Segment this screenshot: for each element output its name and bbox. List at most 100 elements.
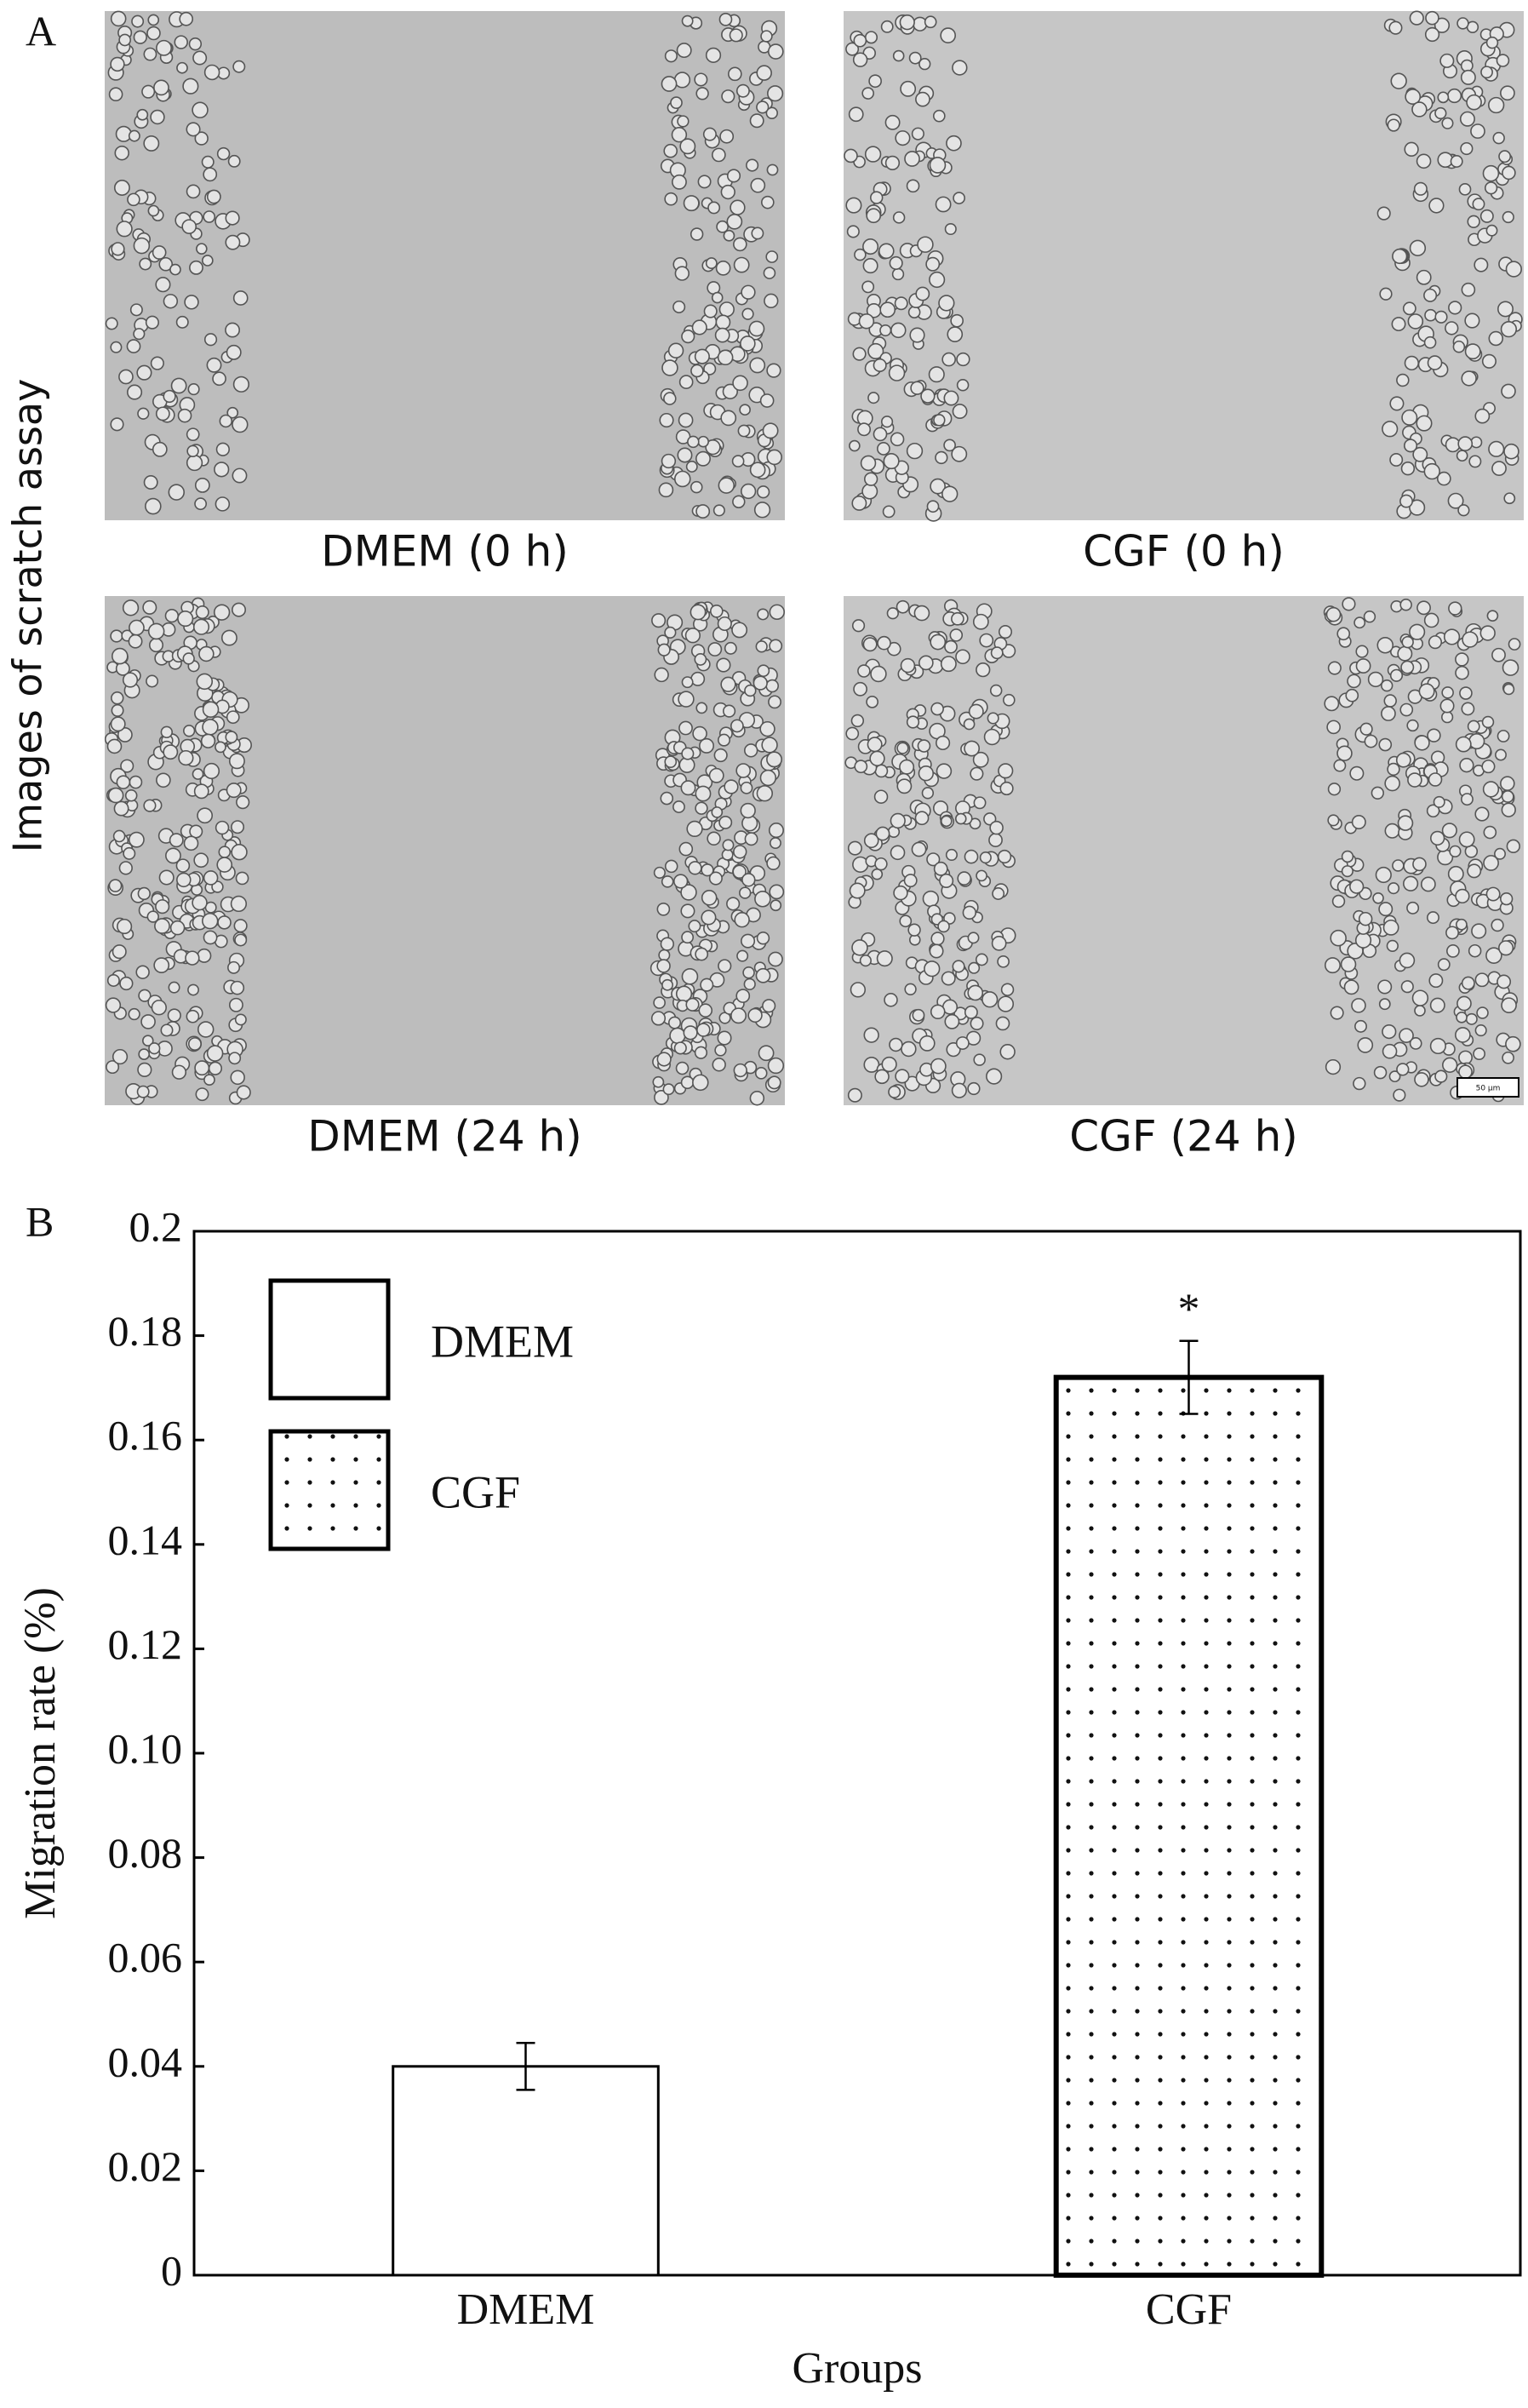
- cell: [678, 841, 694, 857]
- cell: [1418, 683, 1435, 700]
- cell: [714, 1044, 727, 1057]
- cell: [234, 933, 248, 947]
- y-tick-label: 0.10: [108, 1724, 183, 1772]
- cell: [227, 960, 241, 974]
- cell: [1497, 730, 1510, 742]
- cell: [656, 902, 671, 916]
- cell: [756, 65, 772, 81]
- cell: [889, 1037, 903, 1052]
- cell: [1324, 696, 1340, 712]
- cell: [851, 496, 867, 511]
- cell: [769, 639, 783, 653]
- cell: [880, 416, 894, 428]
- cell: [1455, 1027, 1471, 1043]
- cell: [1372, 892, 1384, 904]
- cell: [944, 1013, 960, 1029]
- cell: [1387, 762, 1400, 777]
- cell: [740, 483, 757, 500]
- cell: [1382, 1043, 1398, 1059]
- cell: [921, 787, 935, 800]
- cell: [1389, 396, 1405, 411]
- cell: [113, 800, 129, 817]
- cell: [1464, 312, 1480, 329]
- cell: [147, 622, 165, 640]
- cell: [679, 138, 696, 155]
- cell: [216, 857, 233, 873]
- cell: [126, 384, 143, 400]
- cell: [116, 221, 133, 238]
- cell: [1461, 282, 1476, 297]
- cell: [1399, 1028, 1414, 1044]
- cell: [886, 607, 899, 620]
- y-axis-label: Migration rate (%): [16, 1587, 65, 1919]
- cell: [1457, 504, 1470, 517]
- cell: [972, 751, 989, 768]
- cell: [178, 749, 194, 766]
- cell: [1401, 635, 1414, 649]
- cell: [750, 177, 766, 193]
- y-tick-label: 0: [161, 2246, 182, 2294]
- cell: [764, 293, 779, 308]
- cell: [169, 263, 181, 276]
- cell: [882, 505, 896, 519]
- cell: [212, 371, 226, 387]
- cell: [663, 392, 677, 405]
- cell: [1437, 958, 1451, 972]
- cell: [768, 951, 783, 967]
- cell: [1502, 210, 1514, 224]
- cell: [695, 801, 708, 815]
- cell: [873, 789, 889, 804]
- cell: [875, 826, 890, 841]
- cell: [1439, 53, 1455, 68]
- cell: [906, 179, 920, 193]
- cell: [1467, 720, 1480, 733]
- cell: [236, 1085, 251, 1100]
- cell: [1378, 902, 1394, 917]
- cell: [177, 611, 194, 628]
- cell: [194, 497, 208, 511]
- cell: [230, 895, 248, 913]
- cell: [849, 882, 866, 899]
- cell: [935, 196, 952, 213]
- cell: [163, 294, 179, 309]
- cell: [153, 957, 170, 973]
- cell: [1481, 353, 1497, 369]
- cell: [1382, 919, 1399, 936]
- cell: [1468, 732, 1485, 750]
- cell: [844, 148, 858, 163]
- cell: [203, 930, 218, 945]
- cell: [701, 909, 717, 926]
- cell: [1461, 702, 1475, 716]
- cell: [714, 327, 730, 343]
- cell: [138, 989, 152, 1002]
- cell: [1427, 911, 1439, 925]
- cell: [1448, 601, 1462, 616]
- cell: [136, 364, 152, 381]
- cell: [1393, 1088, 1406, 1102]
- cell: [1353, 1076, 1366, 1091]
- cell: [869, 191, 884, 204]
- cell: [708, 871, 723, 886]
- cell: [866, 695, 878, 708]
- cell: [766, 163, 779, 176]
- cell: [876, 950, 893, 967]
- cell: [845, 197, 862, 214]
- cell: [1460, 69, 1476, 85]
- y-tick-label: 0.02: [108, 2142, 183, 2190]
- cell: [734, 912, 750, 928]
- cell: [857, 422, 872, 437]
- cell: [1485, 886, 1501, 902]
- cell: [231, 844, 248, 861]
- cell: [685, 461, 698, 473]
- cell: [1388, 882, 1400, 895]
- cell: [1434, 17, 1451, 33]
- cell: [186, 454, 203, 472]
- cell: [1351, 998, 1366, 1013]
- cell: [153, 79, 169, 96]
- cell: [681, 931, 695, 944]
- cell: [653, 996, 666, 1009]
- cell: [692, 1074, 709, 1092]
- cell: [858, 313, 875, 330]
- cell: [861, 87, 874, 100]
- cell: [1491, 918, 1504, 932]
